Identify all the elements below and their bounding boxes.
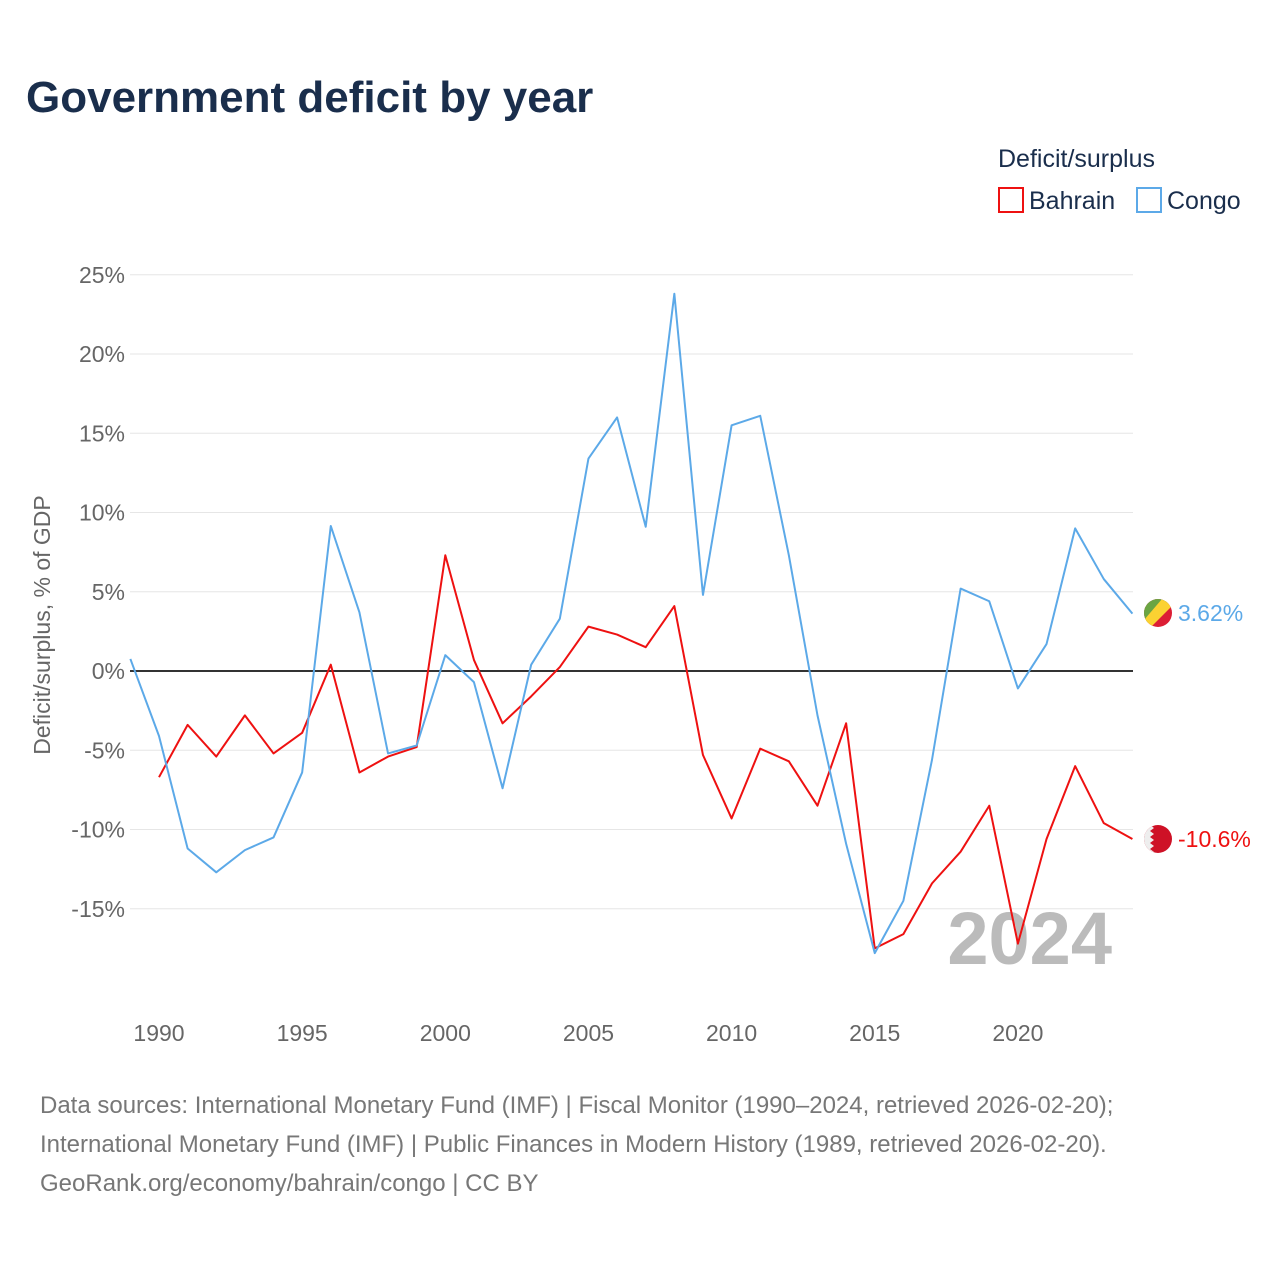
year-badge: 2024 — [947, 897, 1112, 980]
x-tick-label: 2010 — [706, 1020, 757, 1046]
x-tick-label: 2020 — [992, 1020, 1043, 1046]
legend-swatch-bahrain — [998, 187, 1024, 213]
x-tick-label: 2015 — [849, 1020, 900, 1046]
congo-flag-icon — [1144, 599, 1172, 627]
legend-item-congo[interactable]: Congo — [1136, 187, 1241, 215]
legend-label-bahrain: Bahrain — [1029, 187, 1115, 215]
y-tick-label: 25% — [79, 262, 125, 288]
footer-link[interactable]: GeoRank.org/economy/bahrain/congo | CC B… — [40, 1170, 539, 1197]
legend-item-bahrain[interactable]: Bahrain — [998, 187, 1115, 215]
chart-title: Government deficit by year — [26, 73, 593, 122]
footer-source-1: Data sources: International Monetary Fun… — [40, 1092, 1113, 1119]
x-tick-label: 1995 — [277, 1020, 328, 1046]
y-tick-label: -5% — [84, 737, 125, 763]
legend-swatch-congo — [1136, 187, 1162, 213]
y-tick-label: 0% — [92, 658, 125, 684]
bahrain-flag-icon — [1144, 825, 1172, 853]
x-tick-label: 1990 — [133, 1020, 184, 1046]
y-tick-label: 15% — [79, 420, 125, 446]
footer-source-2: International Monetary Fund (IMF) | Publ… — [40, 1131, 1107, 1158]
y-tick-label: 20% — [79, 341, 125, 367]
x-tick-label: 2005 — [563, 1020, 614, 1046]
y-tick-label: -10% — [71, 817, 125, 843]
y-tick-label: 10% — [79, 500, 125, 526]
legend-label-congo: Congo — [1167, 187, 1241, 215]
x-tick-label: 2000 — [420, 1020, 471, 1046]
series-line-bahrain — [158, 554, 1133, 950]
y-tick-label: -15% — [71, 896, 125, 922]
y-axis-label: Deficit/surplus, % of GDP — [29, 495, 55, 754]
series-line-congo — [129, 292, 1134, 955]
end-label-bahrain: -10.6% — [1178, 826, 1251, 852]
y-tick-label: 5% — [92, 579, 125, 605]
end-label-congo: 3.62% — [1178, 600, 1243, 626]
legend-title: Deficit/surplus — [998, 145, 1155, 173]
